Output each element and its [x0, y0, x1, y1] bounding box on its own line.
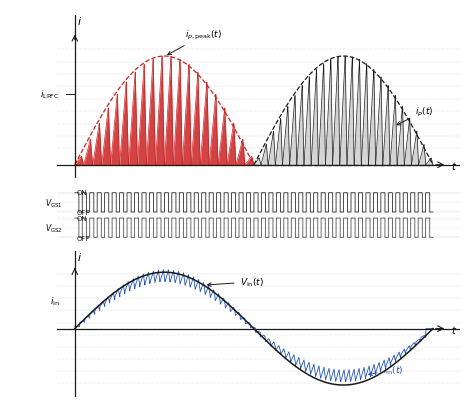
Text: $V_{\rm GS2}$: $V_{\rm GS2}$ [45, 222, 62, 234]
Text: OFF: OFF [77, 235, 90, 241]
Text: $i_p(t)$: $i_p(t)$ [397, 105, 434, 126]
Text: OFF: OFF [77, 210, 90, 216]
Text: $V_{\rm GS1}$: $V_{\rm GS1}$ [45, 197, 62, 209]
Text: ON: ON [77, 215, 87, 221]
Text: $i_{\rm LPFC}$: $i_{\rm LPFC}$ [40, 89, 60, 101]
Text: $t$: $t$ [451, 323, 457, 335]
Text: $i_{p,\rm peak}(t)$: $i_{p,\rm peak}(t)$ [168, 29, 222, 55]
Text: $i$: $i$ [77, 15, 82, 27]
Text: $i$: $i$ [77, 251, 82, 262]
Text: ON: ON [77, 190, 87, 196]
Text: $V_{\rm in}(t)$: $V_{\rm in}(t)$ [208, 276, 264, 288]
Text: $i_{\rm in}(t)$: $i_{\rm in}(t)$ [369, 364, 403, 376]
Text: $t$: $t$ [451, 159, 457, 171]
Text: $i_{\rm in}$: $i_{\rm in}$ [50, 295, 60, 307]
